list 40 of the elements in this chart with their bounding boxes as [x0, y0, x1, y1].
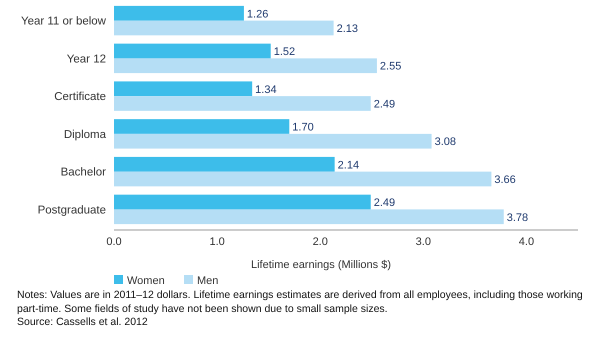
data-label: 2.55: [380, 60, 402, 73]
y-tick-label: Year 12: [66, 53, 106, 66]
data-label: 1.52: [274, 46, 296, 58]
legend-label: Women: [127, 275, 165, 287]
text: Notes: Values are in 2011–12 dollars. Lifetime earnings estimates are derived from all employees, including those working part-time. Some fields of study have not been shown due to small sample sizes.: [17, 289, 584, 316]
x-tick-label: 4.0: [518, 236, 534, 248]
x-tick-label: 3.0: [416, 236, 431, 248]
x-axis-title: Lifetime earnings (Millions $): [251, 259, 391, 271]
bar: [114, 44, 271, 58]
y-tick-label: Bachelor: [60, 166, 106, 179]
bar: [114, 81, 252, 96]
data-label: 2.49: [374, 98, 396, 110]
x-tick-label: 0.0: [106, 236, 122, 248]
x-tick-label: 1.0: [209, 236, 225, 248]
x-tick-label: 2.0: [312, 236, 328, 248]
source-note: Source: Cassells et al. 2012: [17, 316, 149, 330]
data-label: 2.13: [336, 22, 358, 35]
data-label: 3.08: [434, 136, 456, 148]
bar: [114, 209, 504, 224]
y-tick-label: Year 11 or below: [20, 16, 107, 28]
data-label: 2.14: [338, 159, 360, 172]
data-label: 2.49: [374, 197, 396, 210]
bar: [114, 6, 244, 21]
bar: [114, 96, 371, 111]
y-tick-label: Diploma: [64, 128, 107, 141]
bar: [114, 58, 377, 74]
bar: [114, 119, 290, 134]
legend-label: Men: [197, 275, 218, 287]
data-label: 1.70: [292, 122, 314, 134]
bar: [114, 134, 432, 149]
data-label: 3.78: [506, 212, 528, 224]
bar: [114, 156, 335, 172]
data-label: 3.66: [494, 174, 516, 186]
y-tick-label: Postgraduate: [38, 204, 106, 216]
bar: [114, 194, 371, 210]
bar: [114, 20, 334, 36]
data-label: 1.26: [246, 8, 268, 20]
bar: [114, 172, 492, 186]
data-label: 1.34: [255, 84, 277, 96]
y-tick-label: Certificate: [54, 91, 106, 104]
